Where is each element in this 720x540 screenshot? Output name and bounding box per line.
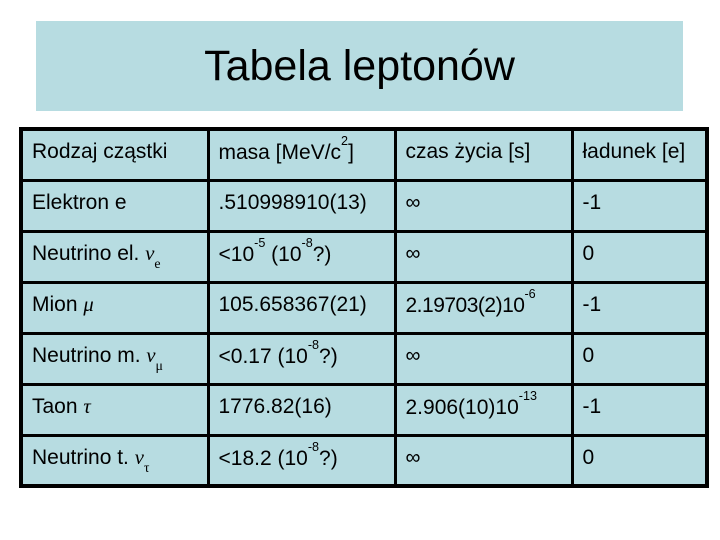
table-row: Taon τ 1776.82(16) 2.906(10)10-13 -1 [19, 382, 709, 437]
table-cell: 0 [570, 433, 709, 488]
table-cell: Neutrino t. ντ [19, 433, 210, 488]
table-header-cell: masa [MeV/c2] [206, 127, 397, 182]
table-cell: 0 [570, 331, 709, 386]
table-row: Neutrino m. νμ <0.17 (10-8?) ∞ 0 [19, 331, 709, 386]
table-row: Mion μ 105.658367(21) 2.19703(2)10-6 -1 [19, 280, 709, 335]
table-cell: Elektron e [19, 178, 210, 233]
table-cell: .510998910(13) [206, 178, 397, 233]
table-cell: Neutrino m. νμ [19, 331, 210, 386]
table-row: Neutrino el. νe <10-5 (10-8?) ∞ 0 [19, 229, 709, 284]
table-cell: ∞ [393, 331, 574, 386]
table-cell: 2.19703(2)10-6 [393, 280, 574, 335]
table-cell: ∞ [393, 433, 574, 488]
table-cell: <0.17 (10-8?) [206, 331, 397, 386]
table-cell: -1 [570, 280, 709, 335]
table-body: Elektron e .510998910(13) ∞ -1 Neutrino el. … [19, 178, 709, 488]
table-cell: 0 [570, 229, 709, 284]
title-banner: Tabela leptonów [36, 21, 683, 111]
table-cell: ∞ [393, 229, 574, 284]
page-title: Tabela leptonów [204, 42, 515, 90]
table-cell: ∞ [393, 178, 574, 233]
table-header-cell: czas życia [s] [393, 127, 574, 182]
table-header-row: Rodzaj cząstki masa [MeV/c2] czas życia [s… [19, 127, 709, 182]
table-cell: -1 [570, 382, 709, 437]
table-cell: <18.2 (10-8?) [206, 433, 397, 488]
table-header-cell: Rodzaj cząstki [19, 127, 210, 182]
table-cell: 1776.82(16) [206, 382, 397, 437]
table-cell: Mion μ [19, 280, 210, 335]
table-cell: 105.658367(21) [206, 280, 397, 335]
table-cell: Taon τ [19, 382, 210, 437]
table-cell: 2.906(10)10-13 [393, 382, 574, 437]
table-row: Elektron e .510998910(13) ∞ -1 [19, 178, 709, 233]
table-cell: Neutrino el. νe [19, 229, 210, 284]
table-header-cell: ładunek [e] [570, 127, 709, 182]
table-cell: -1 [570, 178, 709, 233]
table-cell: <10-5 (10-8?) [206, 229, 397, 284]
leptons-table: Rodzaj cząstki masa [MeV/c2] czas życia [s… [19, 127, 709, 488]
table-row: Neutrino t. ντ <18.2 (10-8?) ∞ 0 [19, 433, 709, 488]
